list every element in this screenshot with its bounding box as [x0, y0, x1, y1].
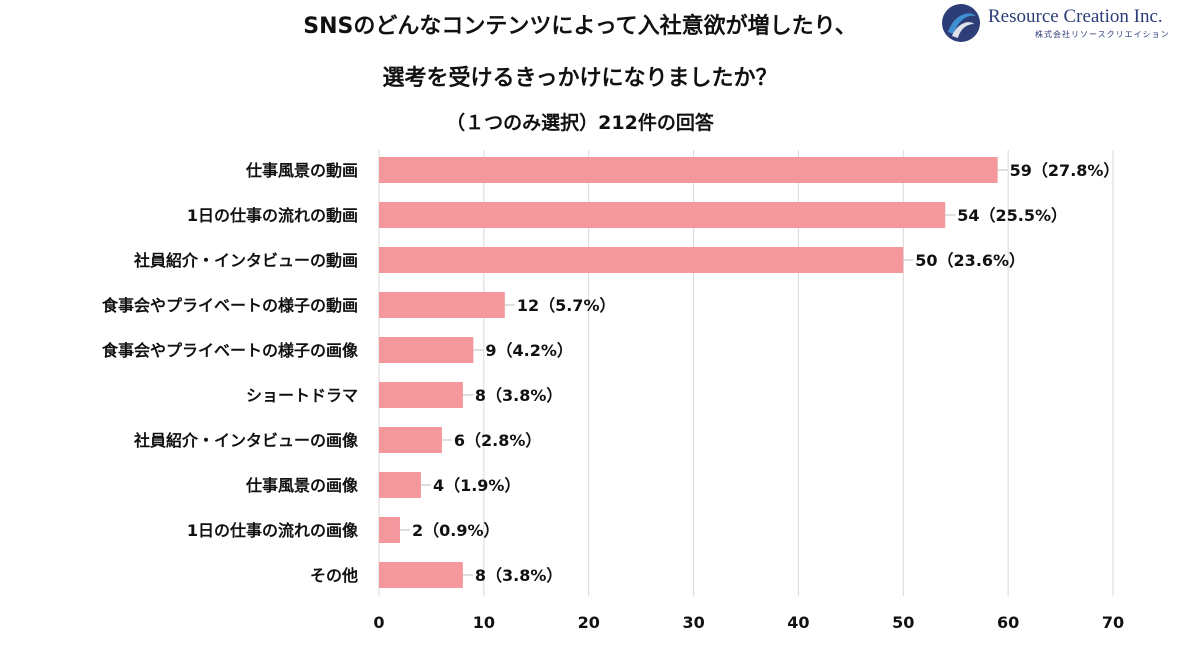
value-label-9: 8（3.8%） [475, 566, 563, 585]
chart-title-line-1: SNSのどんなコンテンツによって入社意欲が増したり、 [303, 14, 857, 39]
value-label-3: 12（5.7%） [517, 296, 616, 315]
value-label-6: 6（2.8%） [454, 431, 542, 450]
x-tick-label-2: 20 [578, 613, 600, 632]
category-label-2: 社員紹介・インタビューの動画 [133, 251, 358, 270]
x-tick-label-6: 60 [997, 613, 1019, 632]
category-label-7: 仕事風景の画像 [245, 476, 359, 495]
logo-subtitle: 株式会社リソースクリエイション [1035, 30, 1170, 39]
logo-name: Resource Creation Inc. [988, 6, 1163, 27]
x-tick-label-0: 0 [373, 613, 384, 632]
category-label-3: 食事会やプライベートの様子の動画 [101, 296, 358, 315]
value-label-0: 59（27.8%） [1010, 161, 1120, 180]
value-label-7: 4（1.9%） [433, 476, 521, 495]
company-logo: Resource Creation Inc. 株式会社リソースクリエイション [940, 2, 1190, 44]
bar-1 [379, 202, 946, 228]
bar-8 [379, 517, 400, 543]
x-tick-label-3: 30 [682, 613, 704, 632]
category-label-4: 食事会やプライベートの様子の画像 [101, 341, 359, 360]
category-label-0: 仕事風景の動画 [245, 161, 358, 180]
category-label-1: 1日の仕事の流れの動画 [187, 206, 358, 225]
category-label-5: ショートドラマ [246, 386, 358, 405]
x-tick-label-7: 70 [1102, 613, 1124, 632]
value-label-8: 2（0.9%） [412, 521, 500, 540]
value-label-5: 8（3.8%） [475, 386, 563, 405]
bar-5 [379, 382, 463, 408]
chart-subtitle: （１つのみ選択）212件の回答 [446, 112, 714, 134]
bar-3 [379, 292, 505, 318]
bar-0 [379, 157, 998, 183]
logo-mark-icon [942, 4, 980, 42]
category-label-9: その他 [310, 566, 358, 585]
value-label-2: 50（23.6%） [915, 251, 1025, 270]
value-label-4: 9（4.2%） [485, 341, 573, 360]
bar-4 [379, 337, 474, 363]
x-tick-label-5: 50 [892, 613, 914, 632]
category-label-8: 1日の仕事の流れの画像 [187, 521, 359, 540]
chart-title-line-2: 選考を受けるきっかけになりましたか？ [382, 66, 778, 91]
x-tick-label-4: 40 [787, 613, 809, 632]
bar-9 [379, 562, 463, 588]
value-label-1: 54（25.5%） [957, 206, 1067, 225]
x-tick-label-1: 10 [473, 613, 495, 632]
category-label-6: 社員紹介・インタビューの画像 [133, 431, 359, 450]
bar-2 [379, 247, 904, 273]
bar-6 [379, 427, 442, 453]
bar-7 [379, 472, 421, 498]
